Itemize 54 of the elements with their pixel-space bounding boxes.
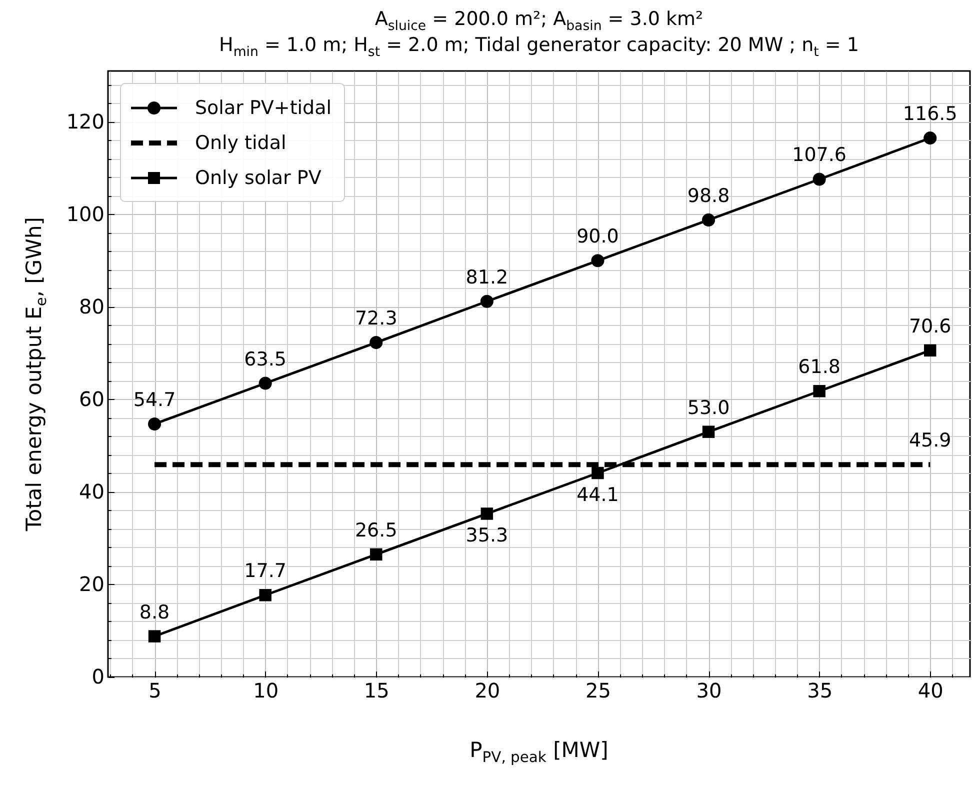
x-tick-label: 35 [807, 678, 833, 702]
x-tick-label: 30 [696, 678, 722, 702]
point [924, 344, 936, 357]
legend-label: Solar PV+tidal [195, 96, 332, 118]
point [702, 213, 716, 226]
point [812, 172, 826, 186]
point [592, 466, 604, 480]
data-label: 116.5 [902, 103, 958, 126]
data-label: 45.9 [908, 430, 952, 452]
point [591, 254, 604, 268]
data-label: 98.8 [687, 184, 730, 207]
point [259, 588, 272, 602]
x-tick-label: 10 [253, 678, 279, 702]
y-tick-label: 0 [92, 664, 104, 688]
data-label: 53.0 [687, 396, 730, 419]
point [480, 294, 494, 308]
y-tick-label: 40 [79, 479, 104, 504]
x-tick-label: 25 [585, 678, 611, 702]
x-axis-title: P$_{PV, peak}$ [MW] [468, 738, 610, 766]
x-tick-label: 15 [364, 678, 390, 702]
y-tick-label: 80 [79, 294, 104, 318]
data-label: 8.8 [139, 601, 170, 624]
point [924, 132, 937, 145]
x-tick-label: 20 [474, 678, 500, 702]
point [148, 630, 161, 642]
chart-subtitle: H$_{min}$ = 1.0 m; H$_{st}$ = 2.0 m; Tidal generator capacity: 20 MW ; n$_{t}$ = 1 [218, 34, 860, 60]
point [148, 417, 162, 430]
data-label: 35.3 [466, 524, 508, 547]
legend-label: Only solar PV [195, 166, 322, 188]
y-tick-label: 100 [66, 202, 104, 226]
data-label: 26.5 [354, 519, 398, 542]
data-label: 72.3 [354, 308, 398, 330]
data-label: 44.1 [576, 484, 619, 506]
x-tick-label: 5 [148, 678, 162, 702]
point [370, 548, 382, 561]
x-tick-label: 40 [918, 678, 944, 702]
y-tick-label: 120 [66, 109, 104, 134]
point [258, 376, 272, 390]
point [370, 336, 383, 350]
data-label: 81.2 [466, 266, 508, 288]
legend-label: Only tidal [195, 132, 286, 154]
y-tick-label: 20 [79, 572, 104, 596]
chart-title: A$_{sluice}$ = 200.0 m²; A$_{basin}$ = 3.0 km² [374, 8, 704, 34]
data-label: 70.6 [908, 315, 952, 338]
data-label: 54.7 [133, 388, 176, 411]
data-label: 61.8 [798, 356, 840, 378]
data-label: 17.7 [244, 560, 286, 582]
y-tick-label: 60 [79, 386, 104, 411]
point [480, 508, 494, 520]
data-label: 90.0 [576, 226, 619, 248]
data-label: 63.5 [244, 348, 286, 370]
data-label: 107.6 [792, 144, 847, 166]
point [702, 426, 715, 438]
point [813, 384, 826, 398]
